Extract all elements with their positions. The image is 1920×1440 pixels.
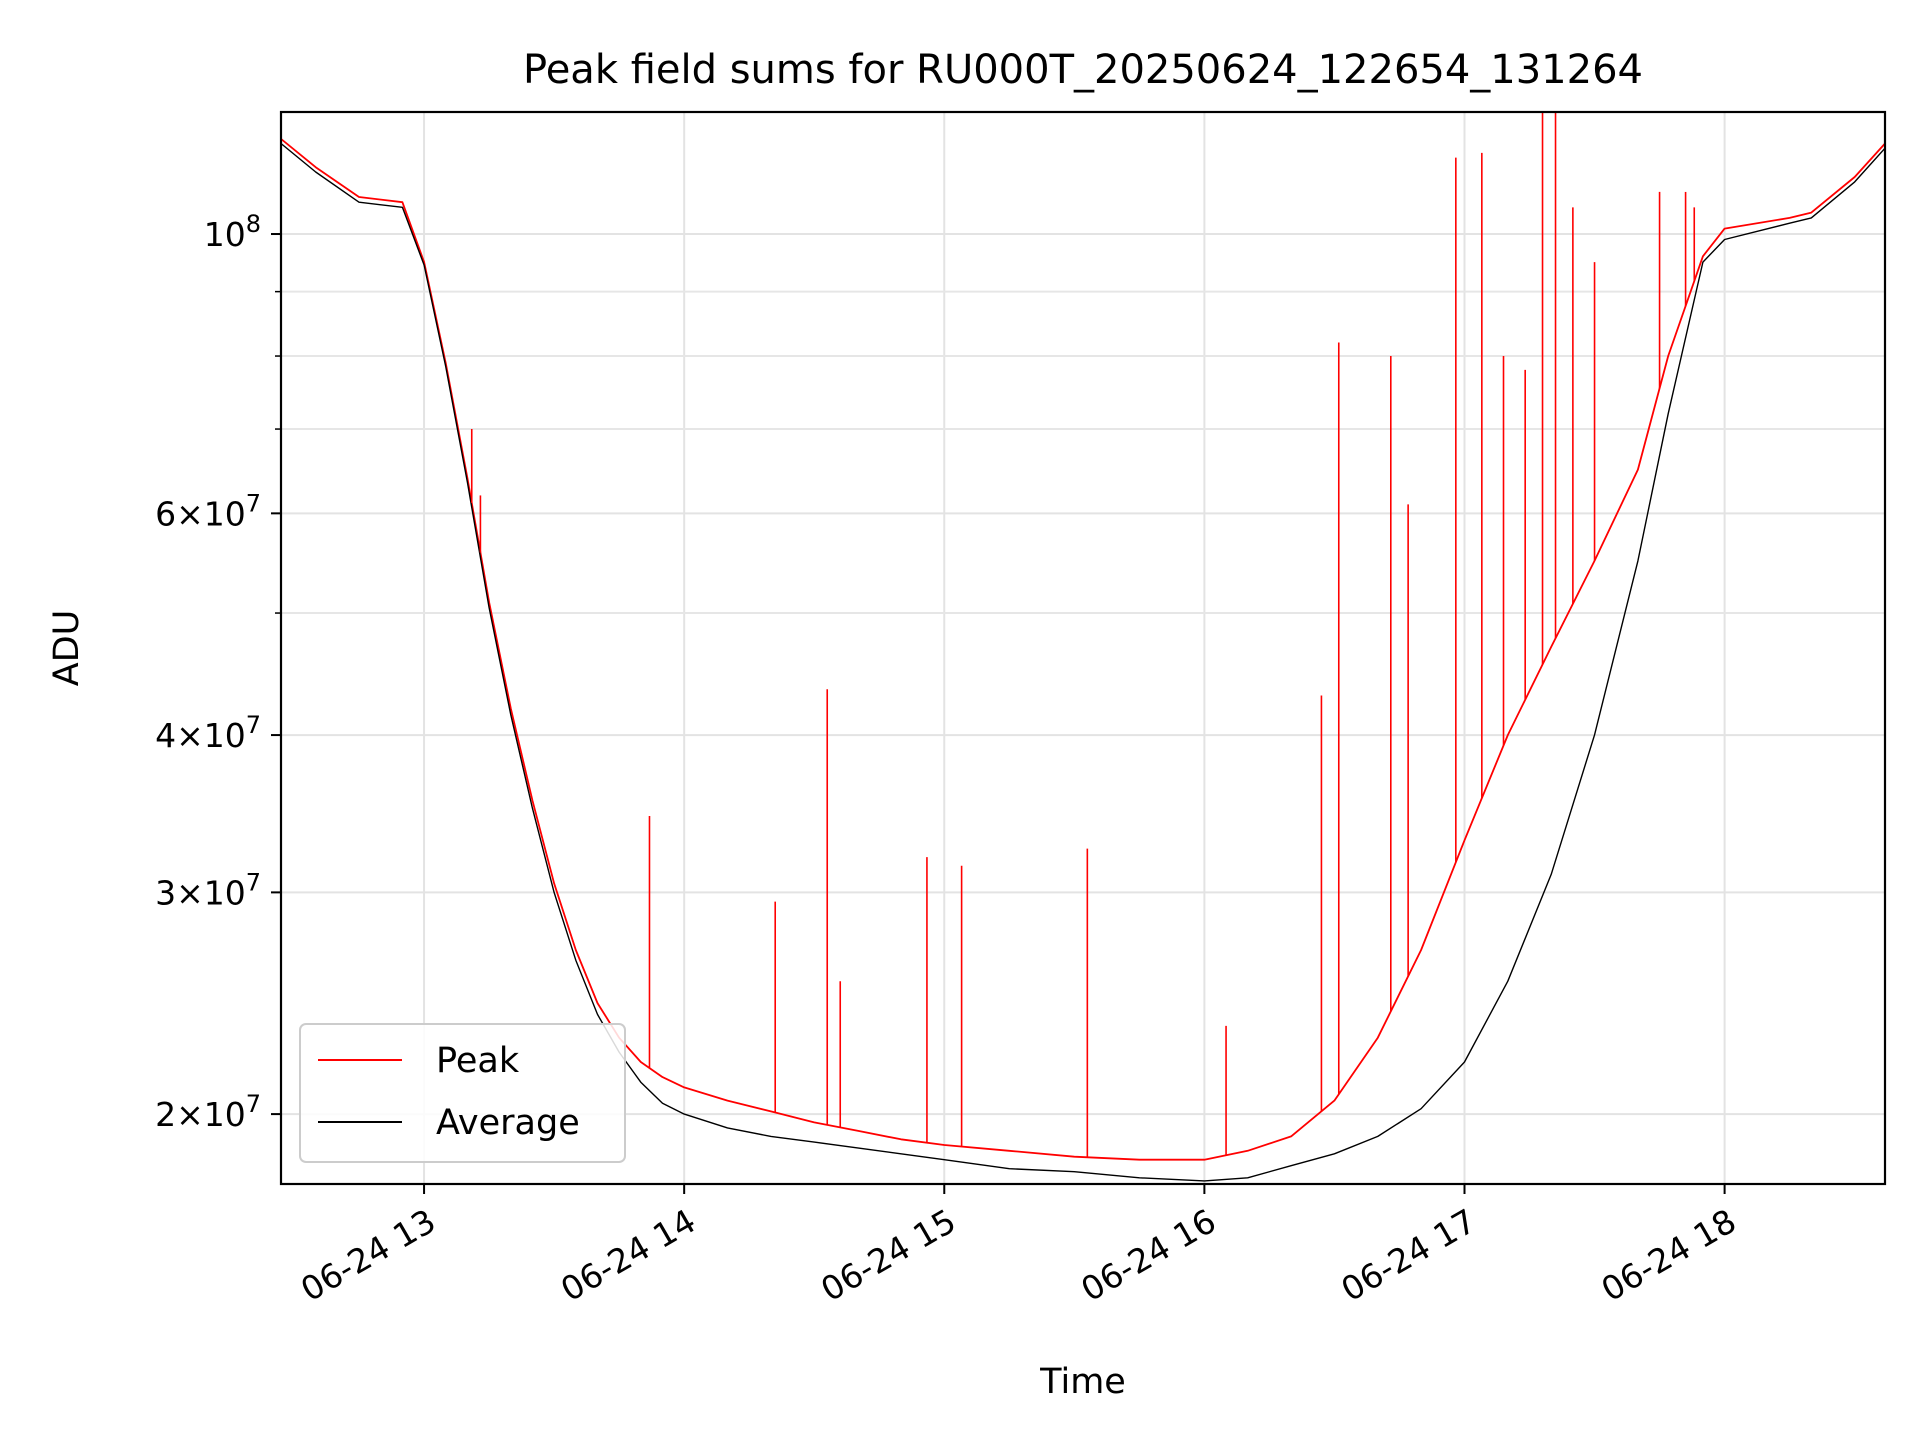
x-axis-label: Time: [1039, 1362, 1126, 1402]
chart-title: Peak field sums for RU000T_20250624_1226…: [523, 47, 1643, 93]
legend: Peak Average: [299, 1023, 626, 1163]
y-tick-label: 2×107: [155, 1090, 261, 1134]
series-layer: [281, 112, 1885, 1182]
grid: [281, 112, 1885, 1184]
legend-frame: [299, 1023, 626, 1163]
y-axis-label: ADU: [47, 610, 87, 687]
series-line-average: [281, 142, 1885, 1182]
series-line-peak: [281, 138, 1885, 1161]
y-tick-label: 3×107: [155, 868, 261, 912]
legend-label-peak: Peak: [436, 1041, 520, 1081]
y-tick-label: 6×107: [155, 489, 261, 533]
y-tick-label: 4×107: [155, 711, 261, 755]
legend-label-average: Average: [436, 1103, 580, 1143]
plot-frame: [279, 110, 1887, 1186]
